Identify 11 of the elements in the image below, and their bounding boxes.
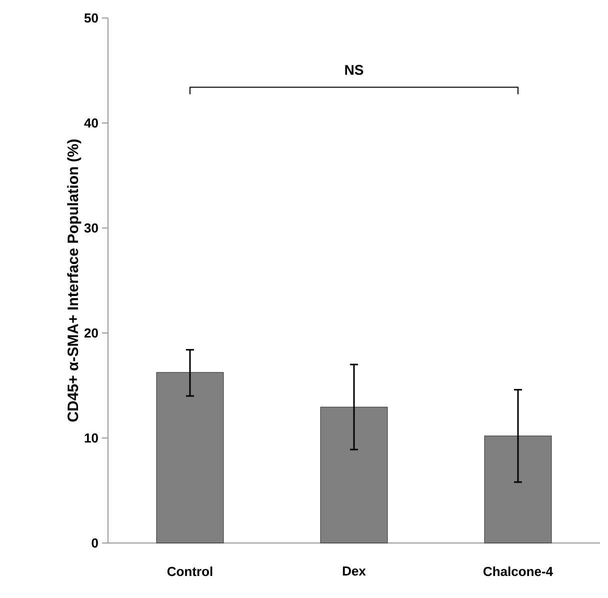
annotation: NS [345, 64, 364, 75]
x-tick-label: Dex [342, 566, 366, 576]
y-tick-label: 0 [92, 538, 98, 548]
y-tick-label: 20 [84, 328, 98, 338]
y-tick-label: 30 [84, 223, 98, 233]
y-tick-label: 40 [84, 118, 98, 128]
x-tick-label: Control [167, 566, 212, 576]
y-axis-title: CD45+ α-SMA+ Interface Population (%) [67, 140, 82, 422]
y-tick-label: 10 [84, 433, 98, 443]
x-tick-label: Chalcone-4 [484, 566, 553, 576]
y-tick-label: 50 [84, 13, 98, 23]
